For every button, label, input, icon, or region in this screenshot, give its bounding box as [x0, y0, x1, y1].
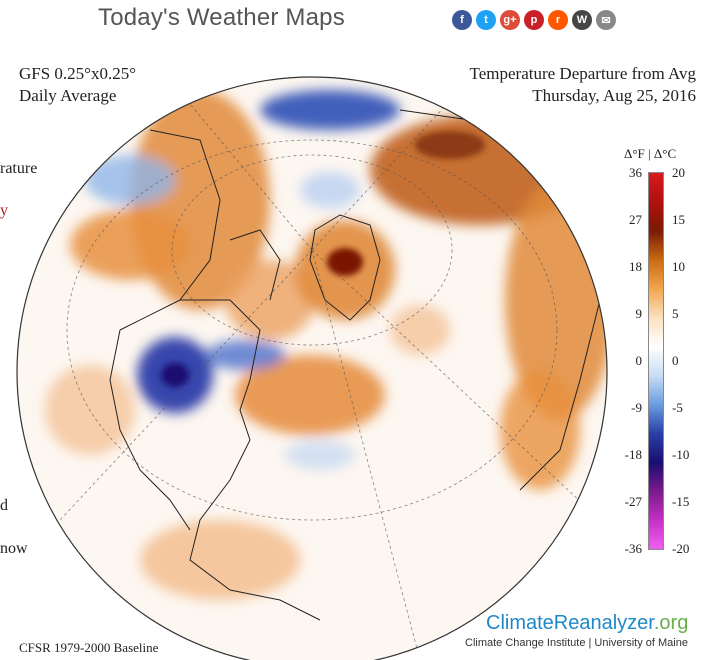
globe-outline: [16, 76, 608, 660]
brand-logo[interactable]: ClimateReanalyzer.org: [486, 612, 688, 635]
legend-tick-c: 10: [672, 259, 685, 274]
legend-tick-f: 18: [629, 259, 642, 274]
legend-tick-f: 9: [635, 306, 643, 321]
greenland-hotspot: [327, 248, 363, 276]
legend-tick-c: -20: [672, 541, 690, 556]
legend-tick-c: 0: [672, 353, 679, 368]
model-info: GFS 0.25°x0.25° Daily Average: [19, 63, 136, 107]
menu-fragment-4[interactable]: now: [0, 540, 28, 557]
model-resolution: GFS 0.25°x0.25°: [19, 64, 137, 83]
legend-tick-c: -15: [672, 494, 690, 509]
google-plus-icon[interactable]: g+: [500, 10, 520, 30]
legend-tick-c: -10: [672, 447, 690, 462]
page-title: Today's Weather Maps: [98, 4, 345, 31]
email-icon[interactable]: ✉: [596, 10, 616, 30]
menu-fragment-1[interactable]: rature: [0, 160, 38, 177]
brand-domain: .org: [653, 612, 689, 634]
legend-tick-f: 27: [629, 212, 642, 227]
legend-tick-f: -18: [624, 447, 642, 462]
brand-name: ClimateReanalyzer: [486, 612, 654, 634]
twitter-icon[interactable]: t: [476, 10, 496, 30]
legend-tick-f: -27: [624, 494, 642, 509]
legend-title: Δ°F | Δ°C: [624, 146, 677, 161]
legend-tick-c: -5: [672, 400, 683, 415]
menu-fragment-3[interactable]: d: [0, 497, 8, 514]
legend-tick-f: -9: [631, 400, 642, 415]
model-averaging: Daily Average: [19, 86, 117, 105]
pinterest-icon[interactable]: p: [524, 10, 544, 30]
graticule: [59, 79, 601, 660]
variable-info: Temperature Departure from Avg Thursday,…: [470, 63, 696, 107]
wordpress-icon[interactable]: W: [572, 10, 592, 30]
legend-colorbar: [648, 172, 664, 550]
menu-fragment-2[interactable]: y: [0, 202, 8, 219]
legend-tick-f: 0: [635, 353, 643, 368]
facebook-icon[interactable]: f: [452, 10, 472, 30]
legend-tick-c: 20: [672, 165, 685, 180]
legend-tick-f: 36: [629, 165, 642, 180]
share-bar: f t g+ p r W ✉: [452, 10, 616, 30]
legend-tick-c: 15: [672, 212, 685, 227]
map-date: Thursday, Aug 25, 2016: [532, 86, 696, 105]
reddit-icon[interactable]: r: [548, 10, 568, 30]
legend-tick-c: 5: [672, 306, 679, 321]
institute-credit: Climate Change Institute | University of…: [465, 637, 688, 649]
variable-name: Temperature Departure from Avg: [469, 64, 696, 83]
legend-tick-f: -36: [624, 541, 642, 556]
baseline-note: CFSR 1979-2000 Baseline: [19, 640, 159, 655]
